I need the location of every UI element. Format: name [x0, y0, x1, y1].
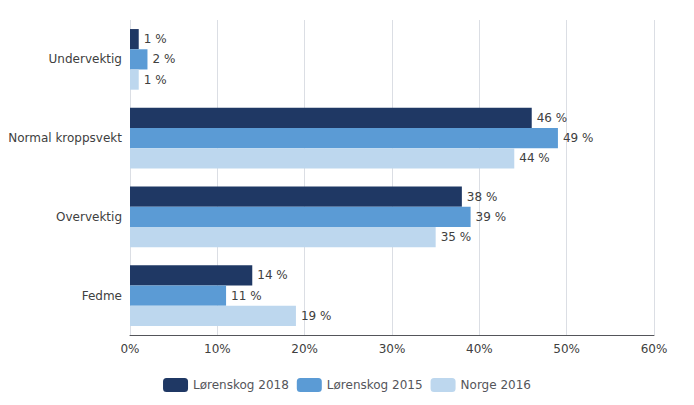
svg-text:11 %: 11 %	[231, 289, 262, 303]
svg-text:Lørenskog 2018: Lørenskog 2018	[193, 378, 289, 392]
svg-text:Norge 2016: Norge 2016	[461, 378, 531, 392]
svg-text:49 %: 49 %	[563, 131, 594, 145]
svg-text:1 %: 1 %	[144, 32, 167, 46]
svg-text:38 %: 38 %	[467, 190, 498, 204]
svg-text:40%: 40%	[466, 342, 493, 356]
svg-text:46 %: 46 %	[537, 111, 568, 125]
svg-text:60%: 60%	[641, 342, 668, 356]
svg-text:Overvektig: Overvektig	[56, 210, 122, 224]
svg-text:0%: 0%	[120, 342, 139, 356]
svg-text:Normal kroppsvekt: Normal kroppsvekt	[8, 131, 122, 145]
svg-text:14 %: 14 %	[257, 268, 288, 282]
svg-text:19 %: 19 %	[301, 309, 332, 323]
svg-text:Undervektig: Undervektig	[49, 52, 122, 66]
svg-text:35 %: 35 %	[441, 230, 472, 244]
svg-text:2 %: 2 %	[152, 52, 175, 66]
svg-text:10%: 10%	[204, 342, 231, 356]
svg-text:44 %: 44 %	[519, 151, 550, 165]
svg-text:Lørenskog 2015: Lørenskog 2015	[327, 378, 423, 392]
svg-text:39 %: 39 %	[476, 210, 507, 224]
svg-text:30%: 30%	[379, 342, 406, 356]
svg-text:1 %: 1 %	[144, 73, 167, 87]
svg-text:Fedme: Fedme	[82, 289, 122, 303]
svg-text:50%: 50%	[553, 342, 580, 356]
svg-text:20%: 20%	[291, 342, 318, 356]
